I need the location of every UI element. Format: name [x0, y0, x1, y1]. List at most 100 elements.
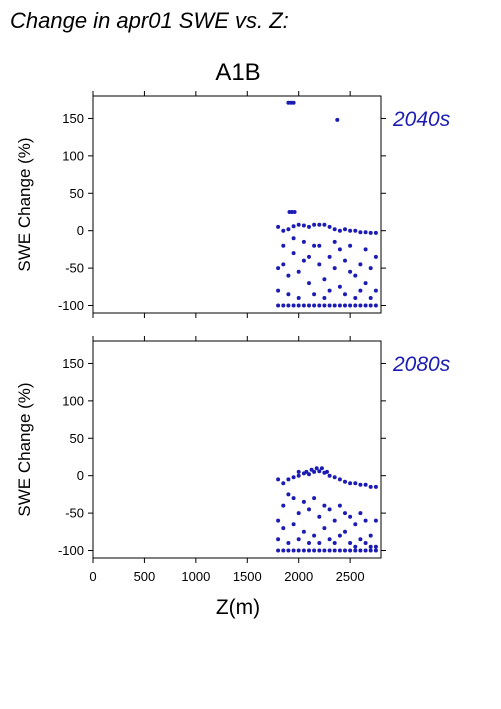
data-point	[368, 544, 373, 549]
data-point	[358, 482, 363, 487]
y-tick-label: -100	[58, 543, 84, 558]
data-point	[317, 243, 322, 248]
data-point	[322, 222, 327, 227]
data-point	[373, 548, 378, 553]
data-point	[296, 303, 301, 308]
data-point	[353, 548, 358, 553]
data-point	[281, 262, 286, 267]
data-point	[363, 230, 368, 235]
data-point	[348, 541, 353, 545]
data-point	[343, 292, 347, 297]
data-point	[286, 477, 291, 482]
data-point	[286, 303, 291, 308]
y-axis-title: SWE Change (%)	[15, 382, 34, 516]
data-point	[358, 262, 363, 267]
data-point	[368, 533, 373, 538]
y-tick-label: 100	[62, 393, 84, 408]
data-point	[296, 269, 301, 274]
data-point	[353, 303, 358, 308]
data-point	[317, 469, 322, 474]
data-point	[317, 303, 322, 308]
data-point	[332, 475, 337, 480]
data-point	[322, 470, 327, 475]
data-point	[286, 292, 291, 297]
data-point	[332, 266, 337, 271]
data-point	[322, 526, 327, 531]
data-point	[348, 303, 353, 308]
data-point	[276, 537, 281, 542]
data-point	[301, 223, 306, 228]
data-point	[353, 296, 358, 300]
data-point	[296, 473, 301, 478]
data-point	[317, 262, 322, 267]
data-point	[312, 222, 317, 227]
data-point	[327, 254, 332, 259]
data-point	[296, 296, 301, 300]
scenario-label: A1B	[215, 59, 260, 86]
data-point	[363, 303, 368, 308]
data-point	[358, 537, 363, 542]
data-point	[276, 477, 281, 482]
data-point	[327, 548, 332, 553]
plot-frame	[92, 95, 382, 314]
y-tick-label: 150	[62, 356, 84, 371]
data-point	[348, 243, 353, 248]
data-point	[281, 548, 286, 553]
data-point	[348, 514, 353, 519]
data-point	[292, 210, 297, 214]
data-point	[296, 511, 301, 516]
data-point	[358, 548, 363, 553]
data-point	[358, 230, 363, 235]
data-point	[353, 481, 358, 486]
data-point	[291, 475, 296, 480]
data-point	[348, 269, 353, 274]
data-point	[358, 288, 363, 293]
data-point	[322, 277, 327, 282]
data-point	[276, 266, 281, 271]
data-point	[281, 228, 286, 233]
data-point	[319, 466, 324, 471]
y-axis-title: SWE Change (%)	[15, 137, 34, 271]
data-point	[343, 227, 347, 232]
data-point	[307, 281, 311, 286]
data-point	[368, 230, 373, 235]
data-point	[281, 526, 286, 531]
data-point	[296, 537, 301, 542]
data-point	[314, 466, 319, 471]
data-point	[368, 266, 373, 271]
data-point	[363, 518, 368, 523]
data-point	[286, 541, 291, 545]
data-point	[363, 541, 368, 545]
data-point	[286, 548, 291, 553]
x-tick-label: 2000	[284, 569, 313, 584]
y-tick-label: -50	[65, 261, 84, 276]
data-point	[307, 541, 311, 545]
x-tick-label: 2500	[336, 569, 365, 584]
data-point	[343, 529, 347, 534]
data-point	[343, 258, 347, 263]
data-point	[312, 243, 317, 248]
data-point	[286, 227, 291, 232]
data-point	[312, 533, 317, 538]
data-point	[322, 503, 327, 508]
data-point	[337, 303, 342, 308]
figure-title: Change in apr01 SWE vs. Z:	[10, 8, 289, 33]
data-point	[307, 303, 311, 308]
data-point	[291, 548, 296, 553]
data-point	[291, 522, 296, 527]
data-point	[281, 243, 286, 248]
data-point	[332, 303, 337, 308]
data-point	[358, 303, 363, 308]
data-point	[291, 496, 296, 501]
data-point	[373, 303, 378, 308]
data-point	[307, 224, 311, 229]
data-point	[373, 254, 378, 259]
data-point	[327, 507, 332, 512]
data-point	[343, 303, 347, 308]
x-tick-label: 0	[89, 569, 96, 584]
data-point	[301, 529, 306, 534]
data-point	[327, 288, 332, 293]
data-point	[317, 514, 322, 519]
